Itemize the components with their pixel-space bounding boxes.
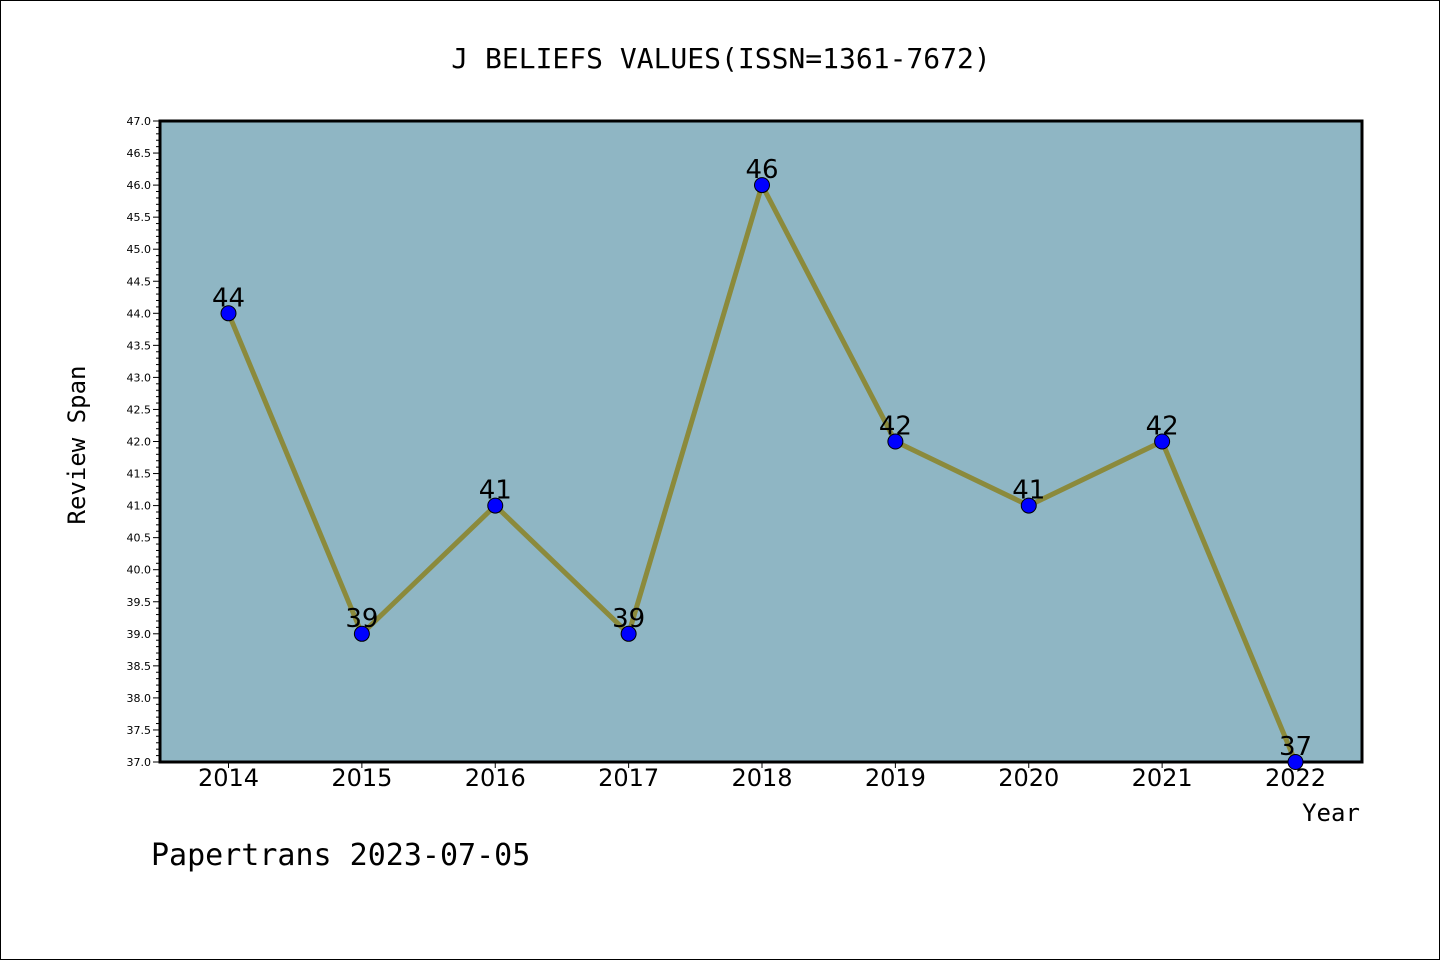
data-point <box>620 625 637 642</box>
data-label: 42 <box>879 412 912 442</box>
series-layer: 44 39 41 39 46 42 41 42 37 <box>212 155 1312 770</box>
data-point <box>487 497 504 514</box>
data-point <box>1020 497 1037 514</box>
y-tick-label: 38.0 <box>127 692 152 705</box>
y-tick-label: 44.0 <box>127 307 152 320</box>
data-point <box>220 305 237 322</box>
y-axis-label: Review Span <box>63 366 91 525</box>
y-tick-label: 45.0 <box>127 243 152 256</box>
chart-title: J BELIEFS VALUES(ISSN=1361-7672) <box>451 42 990 75</box>
y-tick-label: 47.0 <box>127 115 152 128</box>
y-tick-label: 44.5 <box>127 275 152 288</box>
data-label: 37 <box>1279 732 1312 762</box>
data-point <box>1154 433 1171 450</box>
y-tick-label: 43.5 <box>127 339 152 352</box>
y-tick-label: 37.5 <box>127 724 152 737</box>
y-tick-label: 45.5 <box>127 211 152 224</box>
y-tick-label: 46.0 <box>127 179 152 192</box>
x-tick-label: 2020 <box>998 764 1059 792</box>
y-tick-label: 41.0 <box>127 500 152 513</box>
plot-area <box>158 119 1364 764</box>
y-tick-label: 40.5 <box>127 532 152 545</box>
x-tick-label: 2017 <box>598 764 659 792</box>
data-point <box>1287 754 1304 770</box>
data-label: 41 <box>479 476 512 506</box>
data-label: 42 <box>1146 412 1179 442</box>
data-label: 39 <box>612 604 645 634</box>
x-tick-label: 2021 <box>1132 764 1193 792</box>
data-point <box>887 433 904 450</box>
x-axis: 2014 2015 2016 2017 2018 2019 2020 2021 2022 <box>198 762 1326 792</box>
x-tick-label: 2014 <box>198 764 259 792</box>
y-tick-label: 39.5 <box>127 596 152 609</box>
y-tick-label: 39.0 <box>127 628 152 641</box>
data-label: 41 <box>1012 476 1045 506</box>
y-tick-label: 41.5 <box>127 468 152 481</box>
y-tick-label: 46.5 <box>127 147 152 160</box>
x-tick-label: 2018 <box>731 764 792 792</box>
y-tick-label: 37.0 <box>127 756 152 769</box>
data-point <box>353 625 370 642</box>
y-tick-label: 42.5 <box>127 403 152 416</box>
y-tick-label: 38.5 <box>127 660 152 673</box>
x-tick-label: 2015 <box>331 764 392 792</box>
y-axis: 37.0 37.5 38.0 38.5 39.0 39.5 40.0 40.5 41.0 41.5… <box>127 115 160 769</box>
data-label: 44 <box>212 283 245 313</box>
y-tick-label: 42.0 <box>127 436 152 449</box>
data-label: 39 <box>345 604 378 634</box>
data-label: 46 <box>745 155 778 185</box>
x-axis-label: Year <box>1302 799 1360 827</box>
y-tick-label: 40.0 <box>127 564 152 577</box>
data-point <box>754 177 770 194</box>
y-tick-label: 43.0 <box>127 371 152 384</box>
x-tick-label: 2016 <box>465 764 526 792</box>
footer-note: Papertrans 2023-07-05 <box>151 838 530 873</box>
x-tick-label: 2019 <box>865 764 926 792</box>
